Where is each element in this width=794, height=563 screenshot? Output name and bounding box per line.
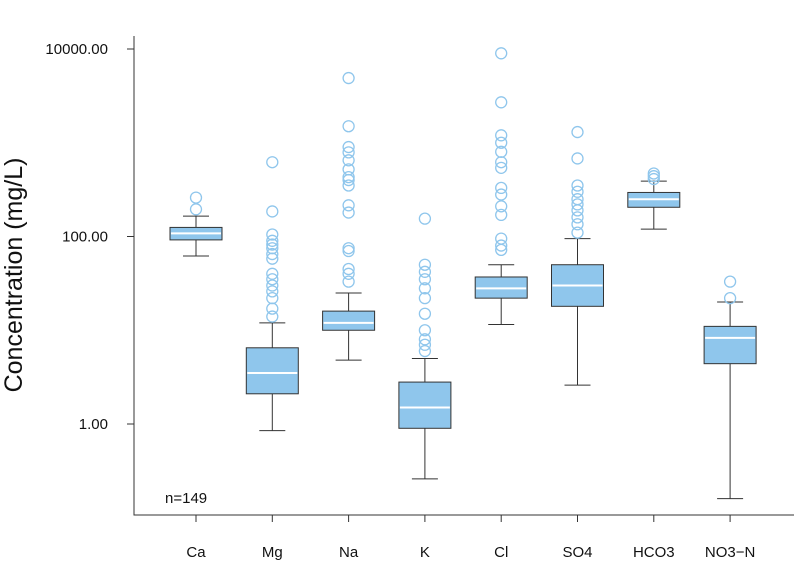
outlier-point	[266, 247, 279, 261]
outlier-point	[495, 129, 508, 142]
outlier-point	[418, 338, 432, 351]
outlier-point	[495, 136, 508, 149]
outlier-point	[571, 179, 584, 192]
iqr-box	[703, 325, 757, 365]
outlier-point	[418, 324, 432, 337]
sample-size-annotation: n=149	[165, 490, 207, 507]
outlier-point	[342, 140, 355, 154]
outlier-point	[342, 199, 355, 212]
x-tick-label: SO4	[562, 544, 592, 561]
outlier-point	[189, 191, 203, 204]
iqr-box	[398, 381, 452, 429]
outlier-point	[495, 188, 508, 201]
x-tick-label: Ca	[186, 544, 206, 561]
outlier-point	[418, 282, 432, 295]
outlier-point	[571, 193, 584, 206]
outlier-point	[418, 273, 432, 286]
outlier-point	[189, 203, 203, 216]
outlier-point	[342, 262, 355, 276]
outlier-point	[418, 291, 432, 305]
outlier-point	[418, 212, 432, 225]
outlier-point	[342, 179, 355, 192]
outlier-point	[495, 232, 508, 245]
outlier-point	[495, 161, 508, 174]
x-tick-label: Na	[339, 544, 359, 561]
outlier-point	[723, 291, 737, 305]
outlier-point	[266, 279, 279, 292]
outlier-point	[418, 307, 432, 320]
outlier-point	[342, 163, 355, 176]
outlier-point	[266, 285, 279, 298]
outlier-point	[266, 156, 279, 169]
y-axis-title: Concentration (mg/L)	[0, 158, 28, 393]
outlier-point	[495, 208, 508, 222]
outlier-point	[571, 226, 584, 239]
outlier-point	[342, 244, 355, 258]
outlier-point	[266, 310, 279, 323]
x-tick-label: HCO3	[633, 544, 675, 561]
outlier-point	[571, 125, 584, 139]
outlier-point	[571, 211, 584, 224]
outlier-point	[495, 47, 508, 60]
outlier-point	[723, 275, 737, 288]
axis-frame	[133, 36, 794, 516]
outlier-point	[266, 234, 279, 247]
outlier-point	[342, 120, 355, 133]
iqr-box	[322, 310, 376, 331]
outlier-point	[571, 185, 584, 198]
outlier-point	[266, 242, 279, 255]
outlier-point	[418, 265, 432, 278]
y-tick-label: 10000.00	[45, 41, 108, 58]
outlier-point	[647, 170, 660, 183]
outlier-point	[266, 273, 279, 286]
outlier-point	[342, 146, 355, 159]
y-tick-label: 1.00	[79, 416, 108, 433]
outlier-point	[495, 239, 508, 252]
outlier-point	[342, 242, 355, 255]
outlier-point	[342, 267, 355, 280]
outlier-point	[266, 228, 279, 241]
outlier-point	[266, 205, 279, 218]
outlier-point	[266, 267, 279, 280]
y-tick-label: 100.00	[62, 229, 108, 246]
x-tick-label: K	[420, 544, 430, 561]
outlier-point	[571, 218, 584, 231]
x-tick-label: NO3−N	[705, 544, 755, 561]
outlier-point	[495, 200, 508, 213]
outlier-point	[342, 275, 355, 288]
outlier-point	[266, 238, 279, 251]
outlier-point	[571, 198, 584, 211]
outlier-point	[495, 181, 508, 195]
x-tick-label: Mg	[262, 544, 283, 561]
outlier-point	[342, 206, 355, 219]
plot-area: 1.00 100.00 10000.00 Ca Mg Na K Cl SO4 HCO3 NO3−N	[45, 36, 794, 561]
outlier-point	[571, 152, 584, 165]
outlier-point	[495, 96, 508, 109]
outlier-point	[418, 258, 432, 271]
outlier-point	[266, 291, 279, 305]
outlier-point	[418, 333, 432, 346]
outlier-point	[342, 170, 355, 184]
outlier-point	[647, 167, 660, 180]
iqr-box	[245, 347, 299, 395]
outlier-point	[495, 145, 508, 158]
outlier-point	[342, 71, 355, 85]
outlier-point	[647, 172, 660, 186]
outlier-point	[342, 154, 355, 167]
outlier-point	[418, 344, 432, 358]
outlier-point	[266, 302, 279, 315]
x-tick-label: Cl	[494, 544, 508, 561]
